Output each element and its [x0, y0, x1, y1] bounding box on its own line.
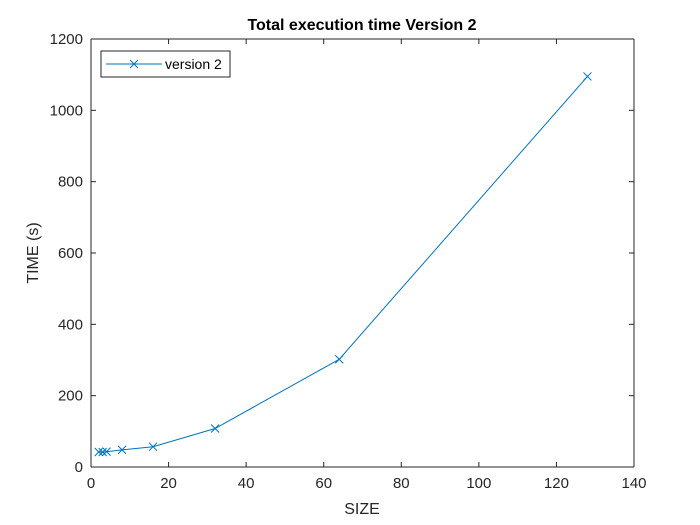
x-tick-label: 100	[466, 475, 491, 492]
data-point	[117, 445, 127, 455]
data-point	[98, 447, 107, 457]
x-tick-label: 20	[160, 475, 177, 492]
data-point	[210, 424, 220, 433]
y-tick-label: 1200	[50, 31, 83, 48]
y-tick-label: 200	[58, 388, 83, 405]
y-tick-label: 0	[75, 459, 83, 476]
chart-title: Total execution time Version 2	[247, 17, 476, 34]
y-tick-label: 1000	[50, 102, 83, 119]
x-tick-label: 40	[238, 475, 255, 492]
data-point	[94, 447, 104, 457]
series-layer	[94, 72, 592, 457]
plot-area	[91, 39, 634, 467]
x-axis-label: SIZE	[344, 501, 380, 518]
data-point	[148, 442, 158, 452]
y-axis-label: TIME (s)	[25, 222, 42, 283]
legend: version 2	[100, 50, 231, 78]
y-tick-label: 600	[58, 245, 83, 262]
data-point	[102, 447, 111, 457]
data-point	[334, 354, 344, 364]
y-tick-label: 400	[58, 316, 83, 333]
legend-x-marker	[129, 59, 139, 69]
legend-marker	[129, 59, 139, 69]
x-tick-label: 120	[544, 475, 569, 492]
x-tick-label: 60	[315, 475, 332, 492]
x-tick-label: 80	[393, 475, 410, 492]
x-tick-label: 140	[621, 475, 646, 492]
data-point	[583, 72, 592, 81]
legend-entry-version-2: version 2	[165, 56, 222, 72]
axes: 0 20 40 60 80 100 120 140 0 200 400 600 800 1000 1200	[50, 31, 647, 492]
y-tick-label: 800	[58, 174, 83, 191]
x-tick-label: 0	[87, 475, 95, 492]
